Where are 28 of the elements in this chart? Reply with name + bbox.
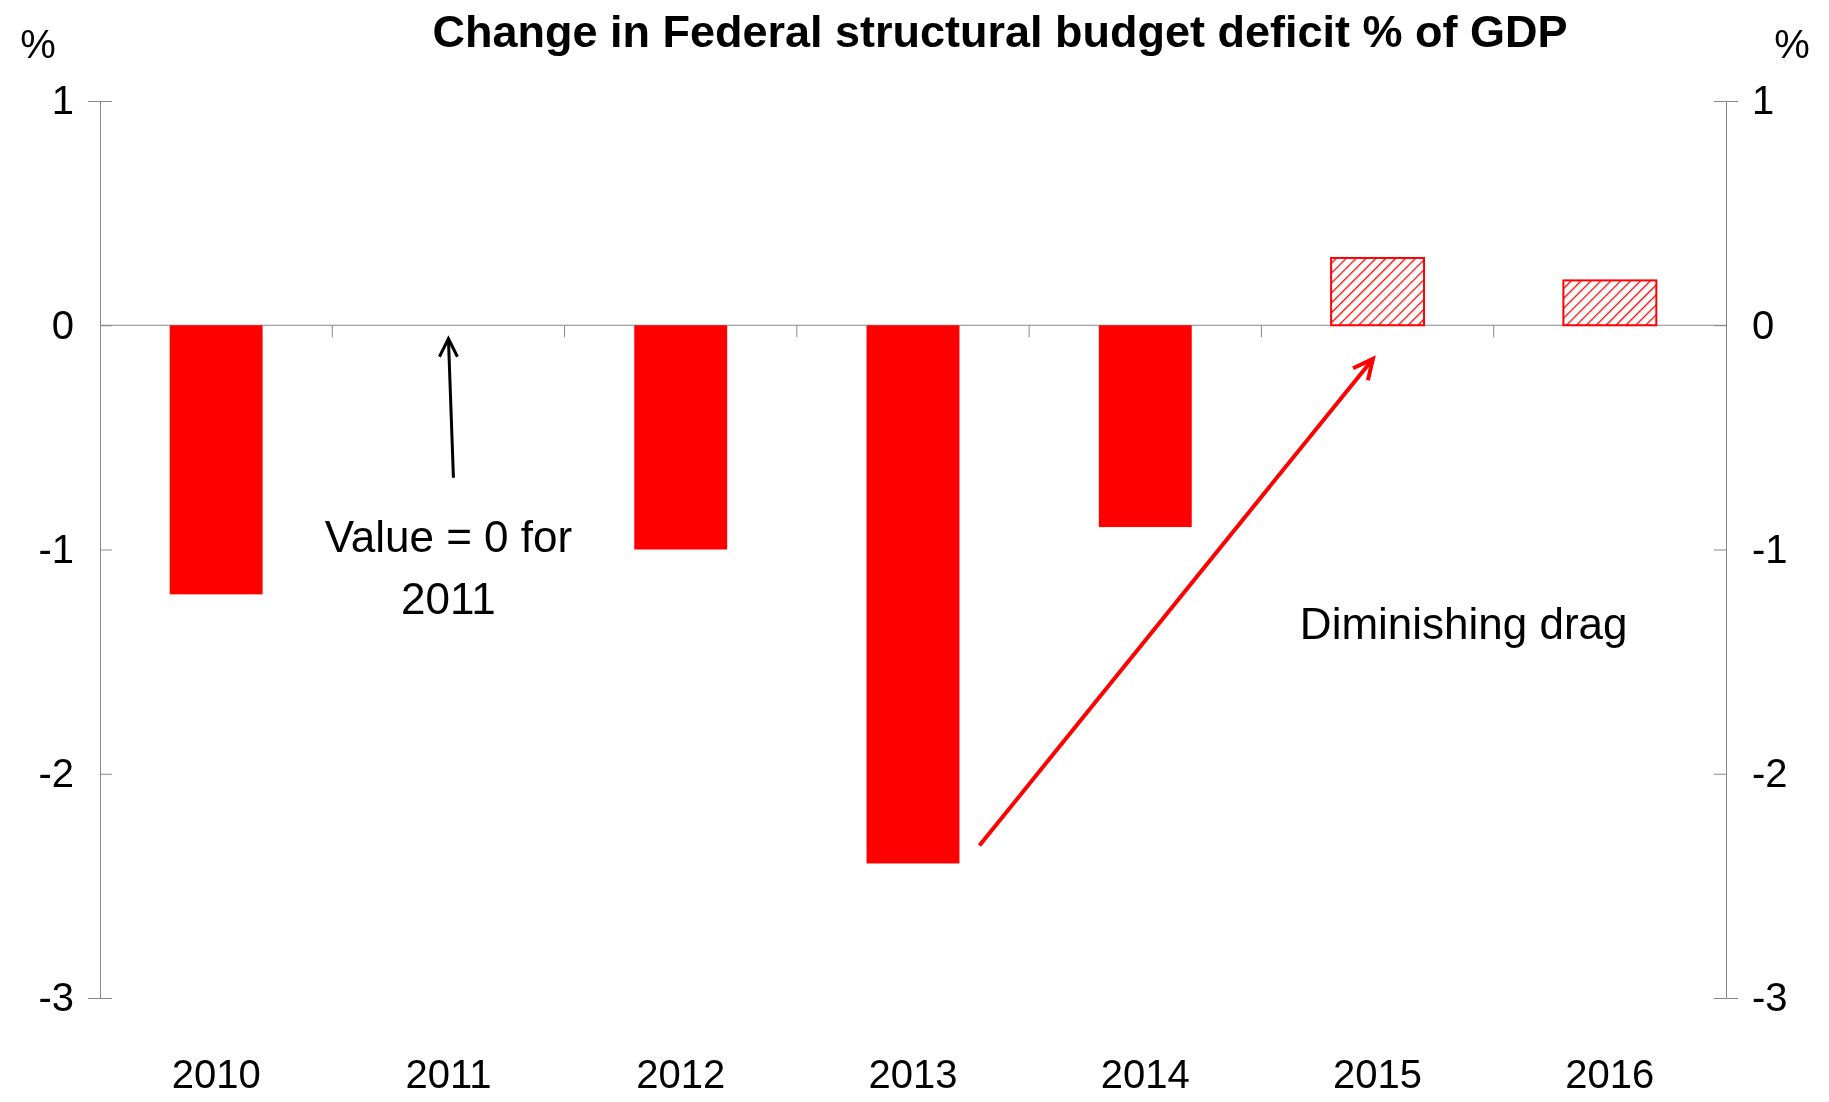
bar	[634, 325, 728, 550]
y2-tick-label: 1	[1752, 78, 1775, 123]
x-tick-label: 2012	[636, 1052, 726, 1096]
y2-tick-label: -1	[1752, 526, 1788, 571]
bar	[169, 325, 263, 595]
y2-tick-label: 0	[1752, 302, 1775, 347]
chart-title: Change in Federal structural budget deficit % of GDP	[432, 6, 1568, 57]
y-tick-label: -1	[38, 526, 74, 571]
annotation: Value = 0 for 2011	[324, 512, 573, 624]
y2-axis-title: %	[1774, 22, 1810, 66]
x-tick-label: 2013	[868, 1052, 958, 1096]
x-tick-label: 2015	[1333, 1052, 1423, 1096]
x-tick-label: 2014	[1100, 1052, 1190, 1096]
x-tick-label: 2010	[171, 1052, 261, 1096]
y-tick-label: -2	[38, 751, 74, 796]
x-tick-label: 2011	[405, 1052, 492, 1096]
y-tick-label: 0	[51, 302, 74, 347]
bar	[1330, 256, 1426, 327]
y-tick-label: 1	[51, 78, 74, 123]
bar	[866, 325, 960, 864]
y-tick-label: -3	[38, 975, 74, 1020]
x-tick-label: 2016	[1565, 1052, 1655, 1096]
bar	[1562, 279, 1658, 327]
bar	[1098, 325, 1192, 528]
y-axis-title: %	[20, 22, 56, 66]
y2-tick-label: -2	[1752, 751, 1788, 796]
annotation: Diminishing drag	[1299, 599, 1628, 649]
y2-tick-label: -3	[1752, 975, 1788, 1020]
